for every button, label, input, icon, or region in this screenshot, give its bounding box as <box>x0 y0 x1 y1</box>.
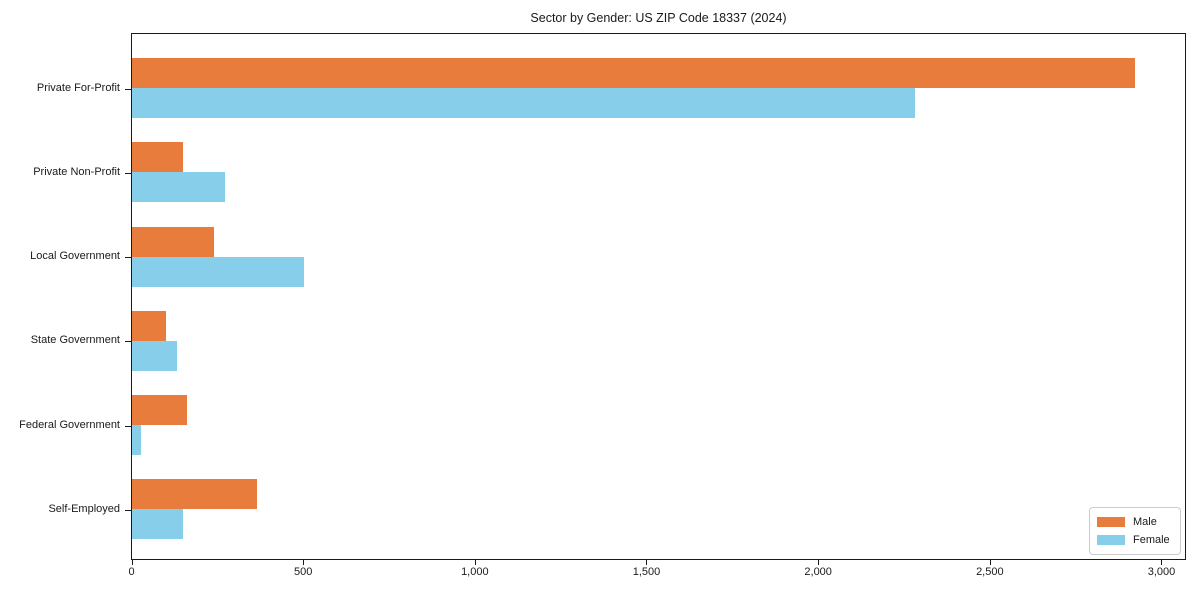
plot-area <box>125 33 1186 560</box>
bar-female-private-for-profit <box>132 88 915 118</box>
legend-item-female: Female <box>1097 531 1172 549</box>
y-tick-private-for-profit <box>125 88 132 90</box>
x-tick-label-3000: 3,000 <box>1147 566 1176 578</box>
legend-swatch-male <box>1097 517 1125 527</box>
legend-item-male: Male <box>1097 513 1172 531</box>
legend-label-female: Female <box>1133 534 1170 546</box>
legend-label-male: Male <box>1133 516 1157 528</box>
bar-female-self-employed <box>132 509 184 540</box>
x-tick-3000 <box>1161 560 1163 565</box>
y-label-private-for-profit: Private For-Profit <box>36 81 120 94</box>
y-label-local-government: Local Government <box>30 250 120 262</box>
x-tick-500 <box>303 560 305 565</box>
x-tick-label-1000: 1,000 <box>461 566 489 578</box>
y-tick-self-employed <box>125 509 132 511</box>
x-tick-label-1500: 1,500 <box>632 566 661 578</box>
legend-swatch-female <box>1097 535 1125 545</box>
bar-male-private-non-profit <box>132 142 184 173</box>
bar-female-private-non-profit <box>132 172 225 203</box>
x-tick-label-2000: 2,000 <box>804 566 832 578</box>
y-label-self-employed: Self-Employed <box>48 502 120 515</box>
bar-male-state-government <box>132 310 167 341</box>
y-tick-state-government <box>125 341 132 343</box>
bar-male-federal-government <box>132 395 187 425</box>
legend-rows: Male Female <box>1097 513 1172 549</box>
bar-male-local-government <box>132 226 215 257</box>
x-tick-0 <box>131 560 133 565</box>
x-tick-label-500: 500 <box>293 566 313 578</box>
bar-male-private-for-profit <box>132 58 1135 88</box>
y-tick-federal-government <box>125 425 132 427</box>
y-label-private-non-profit: Private Non-Profit <box>33 165 120 178</box>
legend: Male Female <box>1089 507 1181 555</box>
y-tick-private-non-profit <box>125 172 132 174</box>
y-label-state-government: State Government <box>30 334 120 347</box>
chart-title: Sector by Gender: US ZIP Code 18337 (202… <box>530 11 787 25</box>
y-label-federal-government: Federal Government <box>19 418 120 431</box>
bar-female-federal-government <box>132 425 141 455</box>
x-tick-1000 <box>474 560 476 565</box>
x-tick-2500 <box>989 560 991 565</box>
y-tick-local-government <box>125 257 132 258</box>
bar-male-self-employed <box>132 479 258 510</box>
x-tick-label-2500: 2,500 <box>976 566 1004 578</box>
bar-female-state-government <box>132 340 177 371</box>
x-tick-1500 <box>646 560 648 565</box>
bar-female-local-government <box>132 256 304 287</box>
x-tick-label-0: 0 <box>128 566 135 578</box>
x-tick-2000 <box>818 560 820 565</box>
